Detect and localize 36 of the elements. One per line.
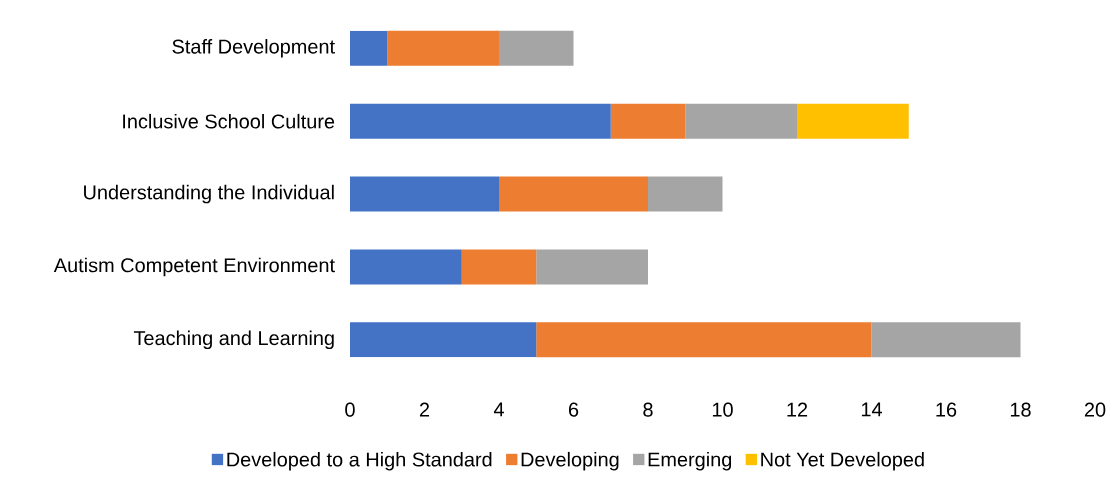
bar	[797, 103, 909, 139]
y-tick-label: Autism Competent Environment	[53, 257, 335, 277]
legend-label: Emerging	[648, 451, 732, 471]
y-tick-label: Staff Development	[172, 39, 335, 58]
bar	[350, 249, 462, 285]
bar	[350, 103, 611, 139]
bar	[461, 249, 537, 285]
x-tick-label: 14	[861, 402, 882, 417]
x-tick-label: 8	[643, 402, 653, 417]
x-tick-label: 4	[493, 402, 504, 417]
bar	[648, 176, 723, 212]
bar	[871, 322, 1021, 358]
y-tick-label: Teaching and Learning	[133, 330, 334, 350]
x-tick-label: 20	[1084, 402, 1106, 417]
legend-label: Developing	[521, 451, 619, 471]
bar	[536, 322, 872, 358]
y-tick-label: Inclusive School Culture	[123, 113, 335, 129]
x-tick-label: 18	[1010, 402, 1031, 417]
y-tick-label: Understanding the Individual	[84, 184, 334, 204]
x-tick-label: 12	[787, 402, 808, 417]
bar	[536, 249, 649, 285]
bar	[499, 30, 574, 66]
bar	[387, 30, 499, 66]
bar	[499, 176, 649, 212]
legend-label: Developed to a High Standard	[227, 451, 492, 471]
bar	[685, 103, 798, 139]
bar	[350, 322, 537, 358]
legend-label: Not Yet Developed	[761, 451, 924, 471]
bar	[350, 30, 388, 66]
x-tick-label: 6	[568, 402, 579, 417]
x-tick-label: 16	[936, 402, 957, 417]
x-tick-label: 10	[712, 402, 733, 417]
bar	[350, 176, 499, 212]
x-tick-label: 2	[419, 402, 430, 417]
bar	[610, 103, 686, 139]
x-tick-label: 0	[345, 402, 355, 417]
